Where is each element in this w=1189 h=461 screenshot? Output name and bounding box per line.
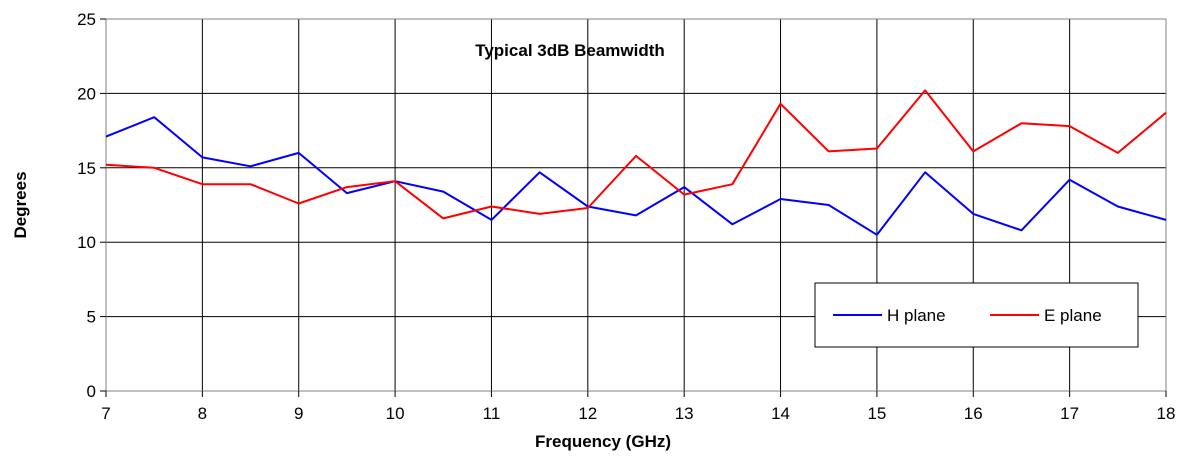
series-lines: [105, 89, 1167, 236]
y-tick-label-20: 20: [77, 84, 96, 103]
x-tick-label-18: 18: [1157, 404, 1176, 423]
y-tick-label-15: 15: [77, 159, 96, 178]
y-tick-label-10: 10: [77, 233, 96, 252]
series-line-e-plane: [105, 89, 1167, 220]
x-tick-label-14: 14: [771, 404, 790, 423]
x-tick-label-11: 11: [483, 404, 501, 423]
y-axis-ticks: 0 5 10 15 20 25: [77, 10, 106, 401]
x-tick-label-8: 8: [198, 404, 207, 423]
x-tick-label-7: 7: [101, 404, 110, 423]
x-axis-ticks: 7 8 9 10 11 12 13 14 15 16 17 18: [101, 391, 1175, 423]
y-tick-label-0: 0: [87, 382, 96, 401]
series-line-h-plane: [105, 116, 1167, 236]
x-tick-label-13: 13: [675, 404, 694, 423]
y-tick-label-25: 25: [77, 10, 96, 29]
x-tick-label-15: 15: [867, 404, 886, 423]
grid-lines: [105, 18, 1167, 392]
legend-label-h-plane: H plane: [887, 306, 946, 325]
x-tick-label-16: 16: [964, 404, 983, 423]
x-tick-label-17: 17: [1060, 404, 1079, 423]
x-tick-label-12: 12: [578, 404, 597, 423]
chart-title: Typical 3dB Beamwidth: [475, 41, 665, 60]
y-axis-title: Degrees: [11, 171, 30, 238]
y-tick-label-5: 5: [87, 308, 96, 327]
x-tick-label-9: 9: [294, 404, 303, 423]
plot-border: [105, 18, 1167, 392]
legend: H plane E plane: [814, 282, 1139, 348]
x-axis-title: Frequency (GHz): [535, 432, 671, 451]
x-tick-label-10: 10: [386, 404, 405, 423]
legend-label-e-plane: E plane: [1044, 306, 1102, 325]
